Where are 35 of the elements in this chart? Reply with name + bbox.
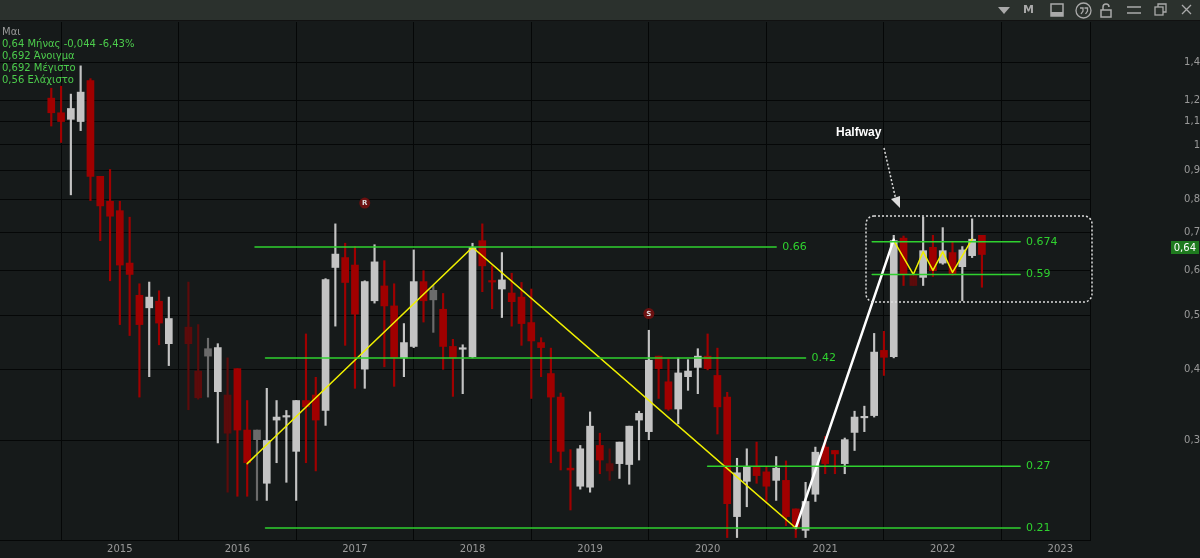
x-tick-label: 2022 [930,542,956,554]
series-label: 0.674 [1026,234,1058,248]
series-label: 0.59 [1026,267,1051,281]
annotation: Halfway [836,125,882,139]
y-tick-label: 0,9 [1184,164,1200,176]
x-tick-label: 2018 [459,542,486,554]
y-tick-label: 1,4 [1184,55,1200,67]
x-tick-label: 2016 [224,542,251,554]
candlestick [458,344,467,395]
y-tick-label: 1,2 [1184,93,1200,105]
x-tick-label: 2017 [342,542,368,554]
text: 0,64 [1170,241,1199,254]
y-tick-label: 1 [1193,138,1200,150]
y-tick-label: 0,5 [1184,308,1200,320]
annotation: 0,692 Άνοιγμα [2,50,76,62]
annotation: Μαι [2,26,22,38]
y-tick-label: 0,8 [1184,193,1200,205]
y-tick-label: 0,6 [1184,263,1200,275]
y-tick-label: 1,1 [1184,115,1200,127]
x-tick-label: 2019 [577,542,603,554]
x-tick-label: 2021 [812,542,838,554]
x-tick-label: 2015 [107,542,133,554]
y-tick-label: 0,7 [1184,226,1200,238]
annotation: 0,692 Μέγιστο [2,62,77,74]
x-tick-label: 2020 [694,542,721,554]
series-label: 0.66 [782,239,807,253]
y-tick-label: 0,4 [1184,363,1200,375]
x-tick-label: 2023 [1047,542,1074,554]
annotation: 0,64 Μήνας -0,044 -6,43% [2,38,135,50]
y-tick-label: 0,3 [1184,434,1200,446]
series-label: 0.27 [1026,459,1051,473]
series-label: 0.42 [811,350,837,364]
annotation: 0,56 Ελάχιστο [2,74,74,86]
series-label: 0.21 [1026,520,1051,534]
text: M [1023,3,1034,16]
